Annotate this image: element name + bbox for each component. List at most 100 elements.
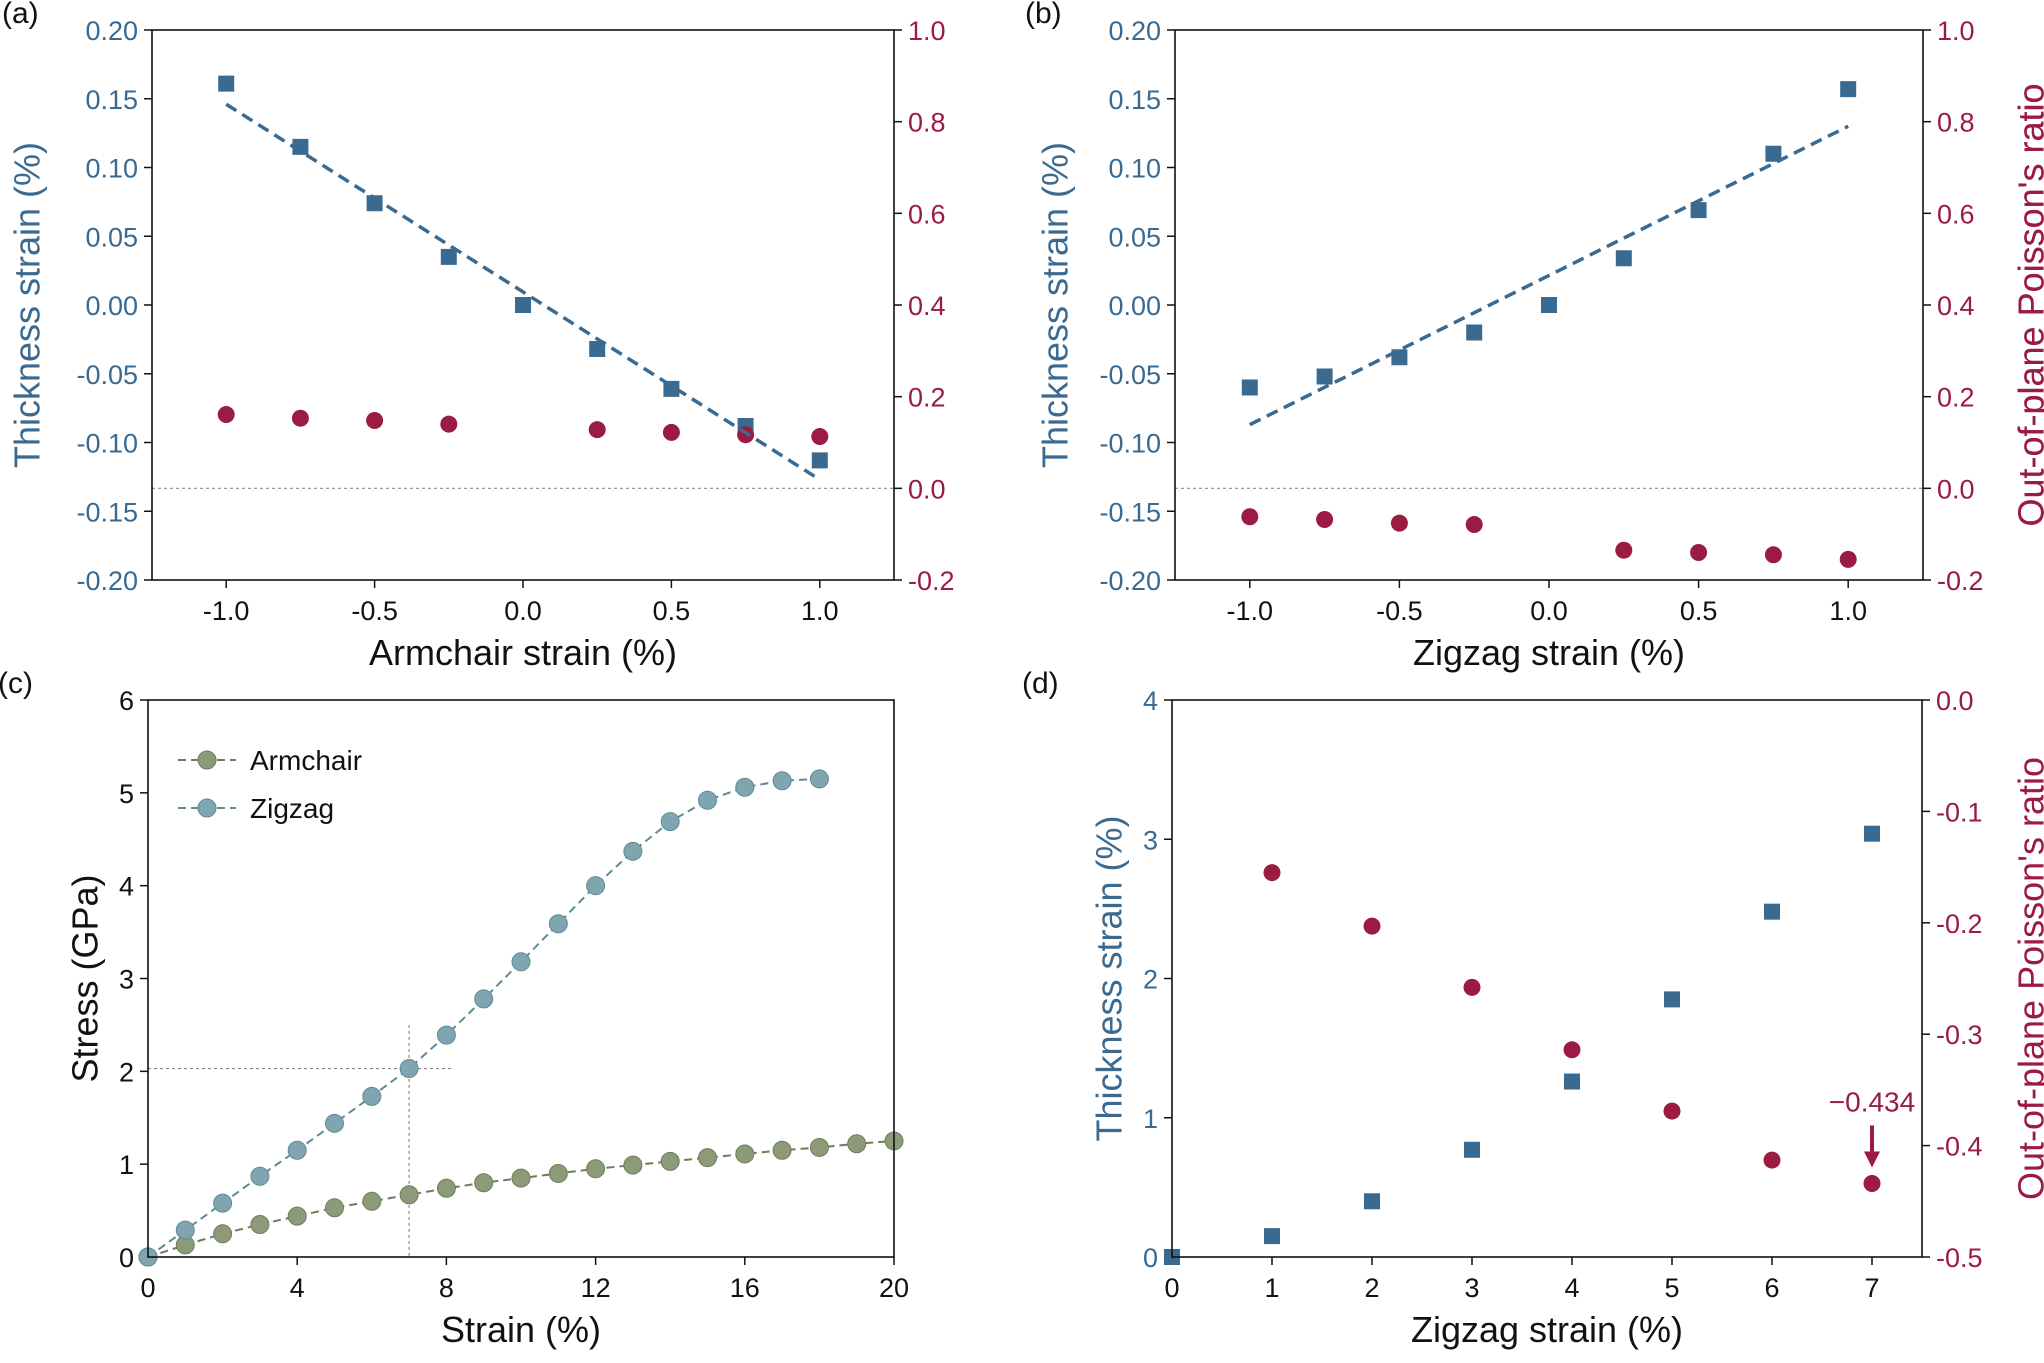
data-point-zigzag bbox=[250, 1166, 270, 1186]
y-tick-label: 0.20 bbox=[85, 16, 138, 46]
x-tick-label: 1.0 bbox=[1829, 596, 1867, 626]
y-tick-label: 0.05 bbox=[85, 222, 138, 252]
y-right-tick-label: 0.4 bbox=[908, 291, 946, 321]
data-point-zigzag bbox=[623, 841, 643, 861]
thickness-strain-point bbox=[1615, 250, 1632, 267]
panel-a: (a) -1.0 -0.5 0.0 0.5 1.0 -0.20 -0.15 -0.10 -0.05… bbox=[2, 0, 2044, 673]
thickness-strain-point bbox=[292, 138, 309, 155]
x-tick-label: 1 bbox=[1264, 1273, 1279, 1303]
thickness-strain-point bbox=[1564, 1073, 1580, 1090]
y-tick-label: 2 bbox=[119, 1057, 134, 1087]
thickness-strain-point bbox=[1664, 991, 1680, 1008]
y-right-tick-label: 0.2 bbox=[908, 383, 946, 413]
thickness-strain-point bbox=[1364, 1193, 1380, 1210]
y-tick-label: -0.15 bbox=[76, 497, 138, 527]
y-right-tick-label: -0.5 bbox=[1936, 1243, 1983, 1273]
y-tick-label: 4 bbox=[119, 872, 134, 902]
linear-fit-line bbox=[225, 102, 821, 482]
x-tick-label: 0.5 bbox=[653, 596, 691, 626]
poisson-ratio-point bbox=[1563, 1041, 1581, 1059]
poisson-ratio-point bbox=[217, 406, 235, 424]
y-tick-label: 0 bbox=[1143, 1243, 1158, 1273]
y-right-tick-label: -0.2 bbox=[1937, 566, 1984, 596]
y-right-tick-label: -0.2 bbox=[908, 566, 955, 596]
y-tick-label: 0.15 bbox=[85, 85, 138, 115]
x-tick-label: 2 bbox=[1364, 1273, 1379, 1303]
y-tick-label: 0.15 bbox=[1108, 85, 1161, 115]
x-tick-label: -0.5 bbox=[1376, 596, 1423, 626]
x-axis-label: Strain (%) bbox=[441, 1309, 601, 1350]
data-point-zigzag bbox=[287, 1140, 307, 1160]
data-point-zigzag bbox=[735, 777, 755, 797]
y-tick-label: 0.00 bbox=[85, 291, 138, 321]
panel-label: (c) bbox=[0, 667, 33, 700]
poisson-ratio-point bbox=[1241, 508, 1259, 526]
data-point-armchair bbox=[735, 1144, 755, 1164]
y-axis-label: Stress (GPa) bbox=[65, 874, 106, 1082]
panel-label: (b) bbox=[1025, 0, 1062, 30]
legend-label: Armchair bbox=[250, 745, 362, 776]
poisson-ratio-point bbox=[1663, 1102, 1681, 1120]
plot-frame bbox=[147, 699, 895, 1258]
data-point-zigzag bbox=[772, 771, 792, 791]
poisson-ratio-point bbox=[662, 423, 680, 441]
y-tick-label: 0.10 bbox=[85, 154, 138, 184]
poisson-ratio-point bbox=[291, 409, 309, 427]
x-tick-label: 4 bbox=[290, 1273, 305, 1303]
data-point-armchair bbox=[362, 1191, 382, 1211]
x-tick-label: 3 bbox=[1464, 1273, 1479, 1303]
data-point-armchair bbox=[399, 1185, 419, 1205]
y-right-tick-label: 0.6 bbox=[1937, 199, 1975, 229]
data-point-zigzag bbox=[511, 952, 531, 972]
y-tick-label: 0.20 bbox=[1108, 16, 1161, 46]
x-tick-label: 12 bbox=[581, 1273, 611, 1303]
x-tick-label: 4 bbox=[1564, 1273, 1579, 1303]
y-right-tick-label: 0.0 bbox=[908, 474, 946, 504]
data-point-zigzag bbox=[436, 1025, 456, 1045]
poisson-ratio-point bbox=[1263, 864, 1281, 882]
y-tick-label: -0.15 bbox=[1099, 497, 1161, 527]
data-point-armchair bbox=[623, 1155, 643, 1175]
x-tick-label: 8 bbox=[439, 1273, 454, 1303]
y-tick-label: -0.20 bbox=[76, 566, 138, 596]
thickness-strain-point bbox=[1466, 324, 1483, 341]
data-point-armchair bbox=[436, 1178, 456, 1198]
y-right-tick-label: 0.8 bbox=[1937, 108, 1975, 138]
thickness-strain-point bbox=[1764, 903, 1780, 920]
y-axis-label: Thickness strain (%) bbox=[1089, 815, 1130, 1141]
legend-label: Zigzag bbox=[250, 793, 334, 824]
x-tick-label: 1.0 bbox=[801, 596, 839, 626]
y-right-tick-label: 0.4 bbox=[1937, 291, 1975, 321]
data-point-armchair bbox=[586, 1159, 606, 1179]
x-tick-label: -1.0 bbox=[203, 596, 250, 626]
y-tick-label: 0.10 bbox=[1108, 154, 1161, 184]
thickness-strain-point bbox=[515, 297, 531, 313]
annotation-label: −0.434 bbox=[1829, 1086, 1915, 1117]
poisson-ratio-point bbox=[366, 412, 384, 429]
y-right-axis-label: Out-of-plane Poisson's ratio bbox=[2011, 83, 2044, 526]
plot-frame bbox=[1171, 699, 1923, 1258]
data-point-armchair bbox=[772, 1140, 792, 1160]
x-tick-label: 0.5 bbox=[1680, 596, 1718, 626]
data-point-armchair bbox=[660, 1151, 680, 1171]
poisson-ratio-point bbox=[1763, 1151, 1781, 1169]
y-tick-label: -0.10 bbox=[1099, 429, 1161, 459]
legend-marker bbox=[197, 750, 217, 770]
y-tick-label: 3 bbox=[1143, 825, 1158, 855]
thickness-strain-point bbox=[1464, 1141, 1480, 1158]
x-tick-label: 0.0 bbox=[504, 596, 542, 626]
poisson-ratio-point bbox=[1690, 544, 1708, 561]
x-tick-label: 0 bbox=[140, 1273, 155, 1303]
y-tick-label: 1 bbox=[1143, 1104, 1158, 1134]
x-tick-label: 0 bbox=[1164, 1273, 1179, 1303]
y-axis-label: Thickness strain (%) bbox=[7, 142, 48, 468]
x-axis-label: Armchair strain (%) bbox=[369, 632, 677, 673]
poisson-ratio-point bbox=[440, 415, 458, 433]
y-tick-label: 6 bbox=[119, 686, 134, 716]
panel-label: (a) bbox=[2, 0, 39, 30]
thickness-strain-point bbox=[440, 248, 457, 265]
data-point-armchair bbox=[213, 1224, 233, 1244]
y-tick-label: 4 bbox=[1143, 686, 1158, 716]
x-tick-label: 7 bbox=[1864, 1273, 1879, 1303]
poisson-ratio-point bbox=[1465, 516, 1483, 534]
